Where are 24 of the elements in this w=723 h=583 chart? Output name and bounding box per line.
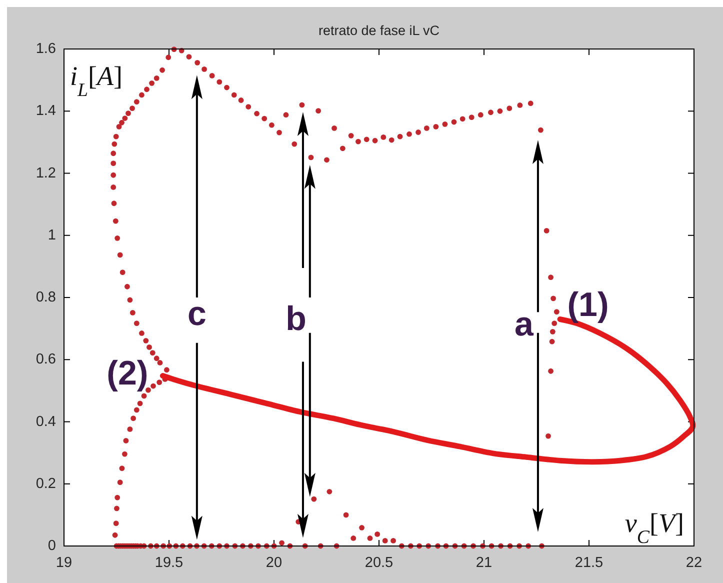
y-tick-label: 0.2	[36, 476, 56, 492]
x-tick-label: 19	[56, 555, 72, 571]
y-tick-label: 0.4	[36, 414, 56, 430]
y-tick-label: 0	[48, 538, 56, 554]
y-tick-label: 0.6	[36, 352, 56, 368]
x-tick-label: 22	[686, 555, 702, 571]
annotation: c	[188, 295, 206, 333]
y-tick-label: 1	[48, 227, 56, 244]
annotation: (2)	[106, 354, 148, 393]
y-tick-label: 1.6	[36, 41, 56, 57]
y-axis-title: i$_{L}$[A]	[70, 61, 123, 100]
y-tick-label: 0.8	[36, 290, 56, 306]
annotation: a	[514, 306, 535, 344]
x-tick-label: 21	[476, 555, 492, 571]
x-axis-title: v$_{C}$[V]	[624, 508, 684, 548]
x-tick-label: 20.5	[364, 555, 394, 571]
x-tick-label: 21.5	[574, 555, 604, 571]
annotation: (1)	[567, 286, 609, 324]
annotation: b	[286, 300, 306, 338]
y-tick-label: 1.4	[36, 103, 56, 120]
chart-title: retrato de fase iL vC	[318, 23, 440, 38]
x-tick-label: 19.5	[154, 555, 184, 571]
y-tick-label: 1.2	[36, 165, 56, 182]
x-tick-label: 20	[266, 555, 282, 571]
